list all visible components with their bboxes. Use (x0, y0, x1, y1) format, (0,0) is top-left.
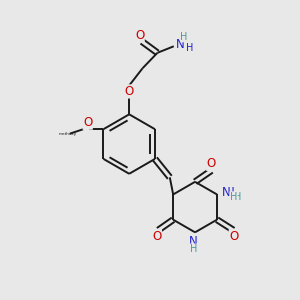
Text: O: O (83, 116, 92, 129)
Text: H: H (185, 43, 193, 53)
Text: O: O (124, 85, 134, 98)
Text: O: O (207, 158, 216, 170)
Text: H: H (181, 32, 188, 42)
Text: O: O (229, 230, 239, 242)
Text: N: N (189, 235, 198, 248)
Text: methoxy: methoxy (58, 132, 76, 136)
Text: O: O (152, 230, 161, 242)
Text: N: N (226, 186, 235, 200)
Text: H: H (181, 32, 188, 42)
Text: N: N (176, 38, 185, 51)
Text: H: H (190, 244, 197, 254)
Text: O: O (124, 85, 134, 98)
Text: N: N (176, 38, 185, 51)
Text: H: H (185, 43, 193, 53)
Text: O: O (135, 29, 144, 42)
Text: N: N (189, 235, 198, 248)
Text: H: H (234, 192, 241, 202)
Text: H: H (230, 192, 237, 202)
Text: O: O (83, 116, 92, 129)
Text: O: O (135, 29, 144, 42)
Text: O: O (207, 158, 216, 170)
Text: H: H (190, 244, 197, 254)
Text: O: O (229, 230, 239, 242)
Text: O: O (152, 230, 161, 242)
Text: N: N (221, 186, 230, 200)
